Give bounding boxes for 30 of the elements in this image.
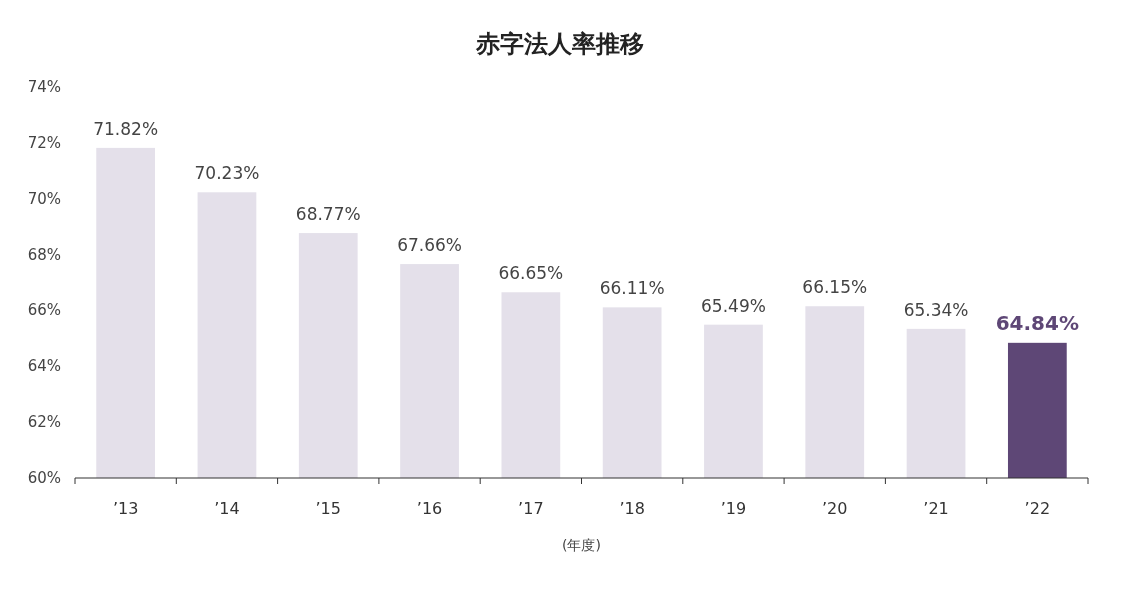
x-tick-label: ’17 <box>518 499 544 518</box>
x-tick-label: ’18 <box>619 499 645 518</box>
y-tick-label: 74% <box>27 78 61 96</box>
y-tick-label: 72% <box>27 133 61 152</box>
x-tick-label: ’21 <box>923 499 949 518</box>
y-tick-label: 60% <box>27 469 61 487</box>
y-tick-label: 68% <box>27 245 61 264</box>
chart-title: 赤字法人率推移 <box>474 30 644 58</box>
x-tick-label: ’16 <box>416 499 443 518</box>
x-tick-label: ’13 <box>112 499 139 518</box>
x-tick-label: ’15 <box>315 499 341 518</box>
y-tick-label: 70% <box>27 189 61 208</box>
data-label: 70.23% <box>194 163 260 184</box>
data-label: 65.34% <box>903 299 969 320</box>
data-label: 68.77% <box>295 204 361 225</box>
y-tick-label: 66% <box>27 301 61 320</box>
data-label: 71.82% <box>93 118 159 139</box>
y-tick-label: 64% <box>27 357 61 376</box>
x-tick-label: ’14 <box>214 499 240 518</box>
x-axis-title: (年度) <box>562 537 601 553</box>
data-label: 66.65% <box>498 263 564 284</box>
x-tick-label: ’22 <box>1024 499 1051 518</box>
x-tick-label: ’20 <box>822 499 848 518</box>
data-label: 66.15% <box>802 277 868 298</box>
x-tick-label: ’19 <box>720 499 747 518</box>
data-label: 64.84% <box>995 310 1080 335</box>
data-label: 66.11% <box>599 278 665 299</box>
data-label: 65.49% <box>701 295 766 316</box>
y-tick-label: 62% <box>27 413 61 432</box>
data-label: 67.66% <box>397 235 462 256</box>
